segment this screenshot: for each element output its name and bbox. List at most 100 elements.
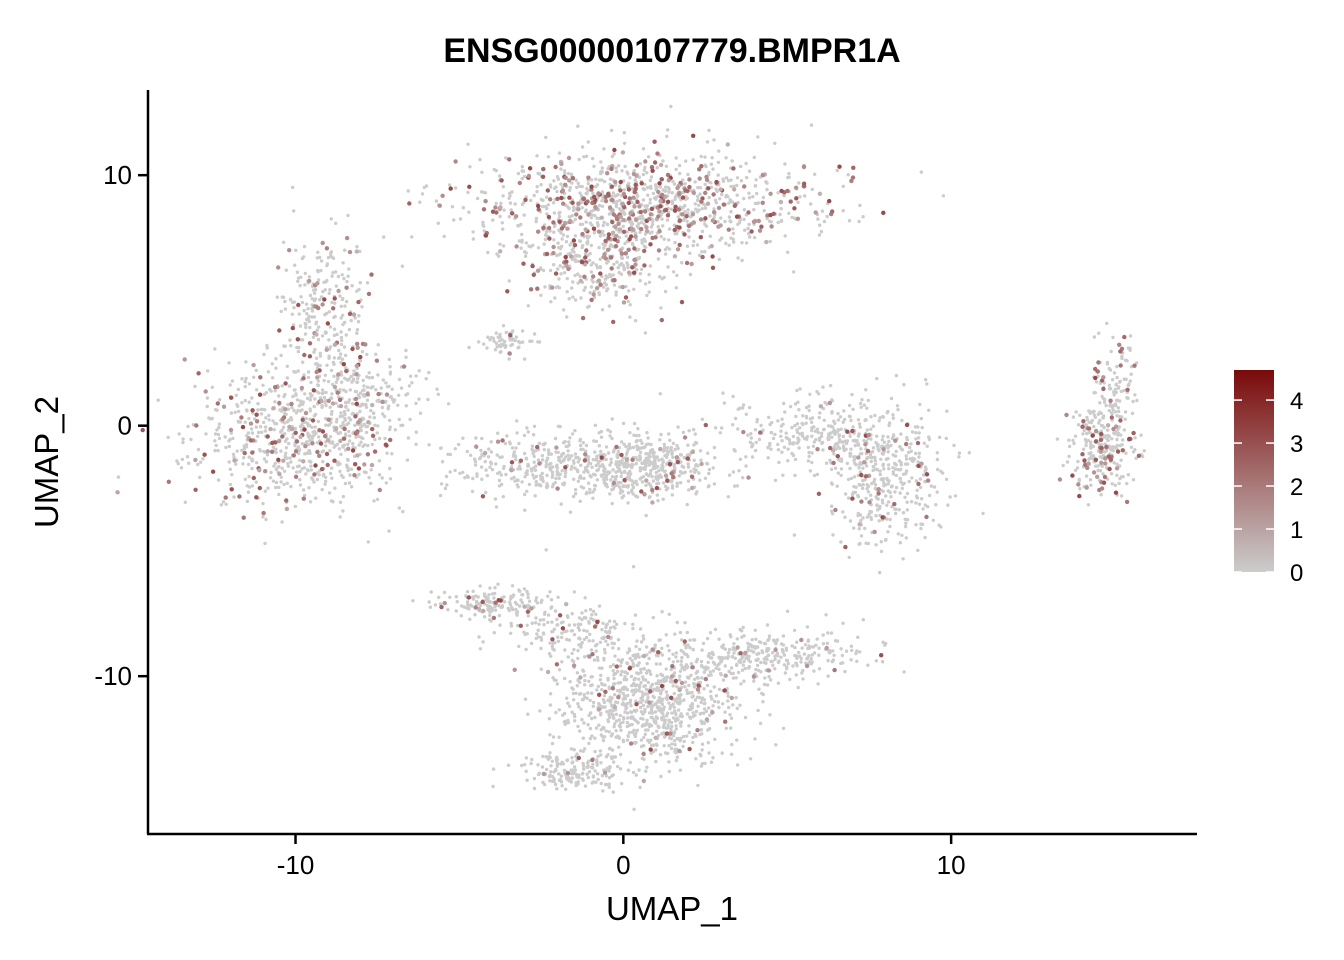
cell-point: [616, 164, 621, 168]
cell-point: [767, 415, 771, 420]
cell-point: [346, 213, 350, 218]
cell-point: [828, 383, 833, 388]
cell-point: [611, 468, 615, 472]
cell-point: [361, 378, 365, 383]
cell-point: [608, 708, 612, 713]
cell-point: [610, 436, 614, 441]
cell-point: [935, 490, 939, 494]
cell-point: [670, 191, 674, 195]
cell-point: [1116, 386, 1121, 390]
cell-point: [516, 467, 520, 471]
cell-point: [227, 460, 231, 464]
cell-point: [655, 482, 659, 486]
cell-point: [1094, 380, 1099, 384]
cell-point: [365, 375, 369, 379]
cell-point: [880, 498, 885, 502]
cell-point: [486, 455, 491, 459]
cell-point: [790, 451, 794, 456]
cell-point: [1077, 479, 1082, 483]
cell-point: [613, 693, 617, 697]
cell-point: [660, 673, 665, 678]
cell-point: [830, 398, 834, 402]
cell-point: [608, 177, 613, 181]
cell-point: [632, 421, 637, 426]
cell-point: [1112, 461, 1116, 465]
cell-point: [827, 432, 831, 436]
cell-point: [1133, 448, 1137, 452]
cell-point: [798, 387, 802, 391]
cell-point: [307, 314, 311, 319]
cell-point: [705, 666, 709, 671]
cell-point: [790, 425, 794, 430]
cell-point: [741, 663, 745, 667]
cell-point: [322, 280, 326, 284]
cell-point: [921, 473, 926, 477]
cell-point: [230, 379, 235, 383]
cell-point: [384, 399, 388, 404]
cell-point: [582, 628, 586, 633]
cell-point: [181, 437, 185, 441]
cell-point: [632, 287, 636, 291]
cell-point: [863, 478, 867, 482]
cell-point: [791, 434, 796, 439]
cell-point: [605, 261, 609, 265]
cell-point: [539, 646, 543, 651]
cell-point: [641, 712, 645, 716]
cell-point: [692, 685, 697, 689]
cell-point: [290, 185, 295, 190]
cell-point: [692, 239, 696, 244]
cell-point: [317, 325, 321, 329]
cell-point: [284, 268, 288, 272]
cell-point: [243, 398, 247, 403]
cell-point: [659, 306, 663, 310]
cell-point: [604, 639, 608, 643]
cell-point: [274, 480, 279, 485]
cell-point: [600, 474, 604, 479]
cell-point: [627, 730, 632, 735]
cell-point: [576, 124, 580, 128]
cell-point: [435, 387, 439, 391]
cell-point: [625, 738, 630, 742]
cell-point: [1087, 409, 1091, 413]
cell-point: [525, 589, 529, 594]
cell-point: [699, 728, 704, 732]
cell-point: [581, 243, 585, 248]
cell-point: [498, 344, 502, 348]
cell-point: [343, 304, 347, 308]
cell-point: [205, 404, 209, 409]
cell-point: [591, 156, 595, 161]
cell-point: [810, 451, 814, 455]
cell-point: [572, 698, 576, 702]
cell-point: [1061, 463, 1065, 468]
cell-point: [674, 286, 678, 290]
cell-point: [675, 620, 679, 625]
cell-point: [518, 604, 522, 608]
cell-point: [364, 402, 368, 407]
cell-point: [619, 728, 623, 732]
cell-point: [330, 476, 334, 480]
cell-point: [388, 425, 392, 429]
cell-point: [859, 534, 864, 538]
cell-point: [310, 476, 314, 480]
cell-point: [764, 180, 768, 184]
cell-point: [479, 190, 484, 194]
cell-point: [189, 437, 193, 442]
cell-point: [471, 595, 476, 599]
cell-point: [593, 715, 597, 720]
cell-point: [776, 220, 780, 225]
cell-point: [602, 281, 607, 285]
cell-point: [763, 676, 767, 680]
cell-point: [642, 244, 646, 248]
cell-point: [320, 388, 325, 392]
cell-point: [293, 263, 297, 267]
cell-point: [1083, 437, 1088, 442]
cell-point: [615, 483, 619, 487]
cell-point: [1128, 334, 1133, 338]
cell-point: [590, 613, 594, 617]
cell-point: [584, 609, 588, 613]
cell-point: [792, 628, 797, 633]
cell-point: [864, 464, 869, 468]
cell-point: [630, 659, 634, 663]
cell-point: [534, 483, 538, 487]
cell-point: [310, 435, 315, 439]
